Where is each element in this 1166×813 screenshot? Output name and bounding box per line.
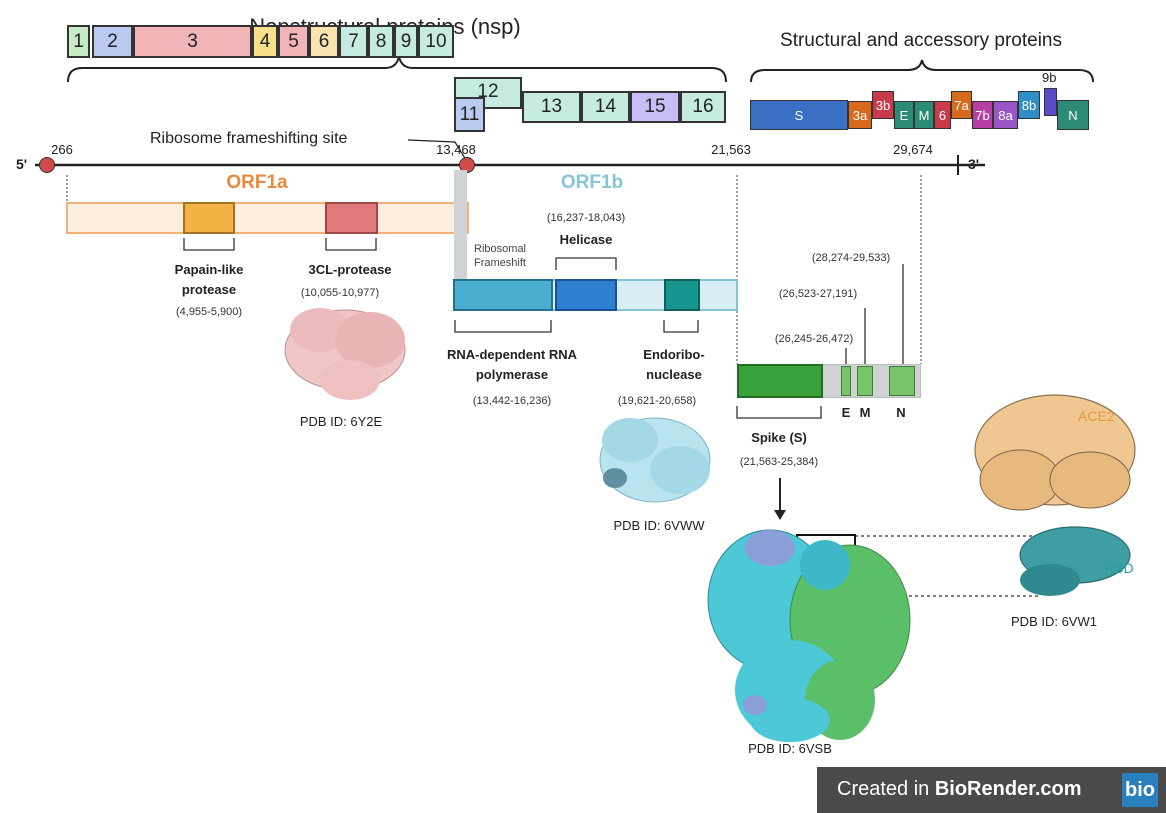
orf1a-label: ORF1a — [226, 172, 288, 193]
pdb-6vsb-label: PDB ID: 6VSB — [748, 741, 832, 756]
ace2-label: ACE2 — [1078, 408, 1115, 424]
structural-box-e: E — [894, 101, 914, 129]
rbd-label: RBD — [1104, 560, 1134, 576]
orf1b-frameshift-band — [454, 170, 467, 280]
nsp-box-5: 5 — [278, 25, 309, 58]
structural-title: Structural and accessory proteins — [780, 30, 1062, 51]
m-range: (26,523-27,191) — [778, 288, 858, 300]
three-prime-label: 3' — [968, 156, 980, 172]
3cl-protease-domain — [325, 202, 378, 234]
position-29674: 29,674 — [893, 142, 933, 157]
position-13468: 13,468 — [436, 142, 476, 157]
helicase-domain — [555, 279, 617, 311]
credit-brand: BioRender.com — [934, 778, 1082, 800]
e-range: (26,245-26,472) — [774, 333, 854, 345]
five-prime-label: 5' — [16, 156, 28, 172]
structural-box-8b: 8b — [1018, 91, 1040, 119]
genome-dot-start — [39, 157, 55, 173]
orf1b-label: ORF1b — [560, 172, 624, 193]
papain-protease-domain — [183, 202, 235, 234]
protein-6vsb-image — [707, 529, 911, 742]
nsp-box-9: 9 — [394, 25, 418, 58]
pdb-6vw1-label: PDB ID: 6VW1 — [1011, 614, 1097, 629]
structural-box-m: M — [914, 101, 934, 129]
bracket-3cl — [325, 238, 377, 251]
helicase-label: Helicase — [559, 232, 613, 247]
protein-6y2e-image — [284, 308, 406, 400]
papain-protease-label: Papain-like protease — [174, 262, 244, 297]
n-label: N — [896, 405, 906, 420]
helicase-range: (16,237-18,043) — [546, 212, 626, 224]
protein-6vw1-image — [974, 394, 1136, 596]
spike-label: Spike (S) — [751, 430, 807, 445]
structural-box-3a: 3a — [848, 101, 872, 129]
nsp-box-14: 14 — [581, 91, 630, 123]
nsp-box-13: 13 — [522, 91, 581, 123]
pdb-6y2e-label: PDB ID: 6Y2E — [299, 414, 383, 429]
bracket-rdrp — [454, 320, 552, 333]
nsp-box-4: 4 — [252, 25, 278, 58]
nsp-box-7: 7 — [339, 25, 368, 58]
bracket-helicase — [555, 257, 617, 270]
3cl-protease-label: 3CL-protease — [308, 262, 392, 277]
endonuclease-range: (19,621-20,658) — [617, 395, 697, 407]
bracket-endo — [663, 320, 699, 333]
protein-6vww-image — [599, 417, 711, 503]
n-range: (28,274-29,533) — [811, 252, 891, 264]
m-domain — [857, 366, 873, 396]
pdb-6vww-label: PDB ID: 6VWW — [613, 518, 705, 533]
frameshift-site-label: Ribosome frameshifting site — [150, 130, 348, 147]
nsp-box-15: 15 — [630, 91, 680, 123]
bracket-spike — [736, 406, 822, 419]
nsp-box-10: 10 — [418, 25, 454, 58]
structural-box-3b: 3b — [872, 91, 894, 119]
credit-prefix: Created in — [837, 778, 935, 800]
nsp-box-6: 6 — [309, 25, 339, 58]
frameshift-pointer — [407, 139, 467, 161]
e-domain — [841, 366, 851, 396]
structural-box-s: S — [750, 100, 848, 130]
rdrp-range: (13,442-16,236) — [472, 395, 552, 407]
structural-box-7b: 7b — [972, 101, 993, 129]
spike-domain — [737, 364, 823, 398]
rdrp-domain — [453, 279, 553, 311]
structural-box-9b — [1044, 88, 1057, 116]
endonuclease-label: Endoribo- nuclease — [643, 347, 705, 382]
structural-box-6: 6 — [934, 101, 951, 129]
nsp-box-8: 8 — [368, 25, 394, 58]
position-21563: 21,563 — [711, 142, 751, 157]
structural-box-n: N — [1057, 100, 1089, 130]
nsp-box-11: 11 — [454, 97, 485, 132]
structural-label-9b: 9b — [1042, 70, 1057, 85]
structural-box-8a: 8a — [993, 101, 1018, 129]
nsp-box-2: 2 — [92, 25, 133, 58]
spike-range: (21,563-25,384) — [739, 456, 819, 468]
bracket-papain — [183, 238, 235, 251]
structural-box-7a: 7a — [951, 91, 972, 119]
biorender-footer: Created in BioRender.com bio — [817, 767, 1166, 813]
endonuclease-domain — [664, 279, 700, 311]
e-label: E — [841, 405, 851, 420]
nsp-brace — [67, 55, 727, 83]
genome-dot-frameshift — [459, 157, 475, 173]
nsp-box-3: 3 — [133, 25, 252, 58]
nsp-box-12: 12 — [454, 77, 522, 109]
papain-protease-range: (4,955-5,900) — [175, 306, 243, 318]
nsp-box-16: 16 — [680, 91, 726, 123]
orf1a-bar — [66, 202, 469, 234]
biorender-credit: Created in BioRender.com — [837, 778, 1082, 801]
position-266: 266 — [51, 142, 73, 157]
n-domain — [889, 366, 915, 396]
3cl-protease-range: (10,055-10,977) — [300, 287, 380, 299]
ribosomal-frameshift-label: Ribosomal Frameshift — [474, 243, 526, 269]
rdrp-label: RNA-dependent RNA polymerase — [447, 347, 577, 382]
nsp-box-1: 1 — [67, 25, 90, 58]
structural-brace — [750, 59, 1094, 83]
biorender-logo: bio — [1122, 773, 1158, 807]
m-label: M — [859, 405, 871, 420]
